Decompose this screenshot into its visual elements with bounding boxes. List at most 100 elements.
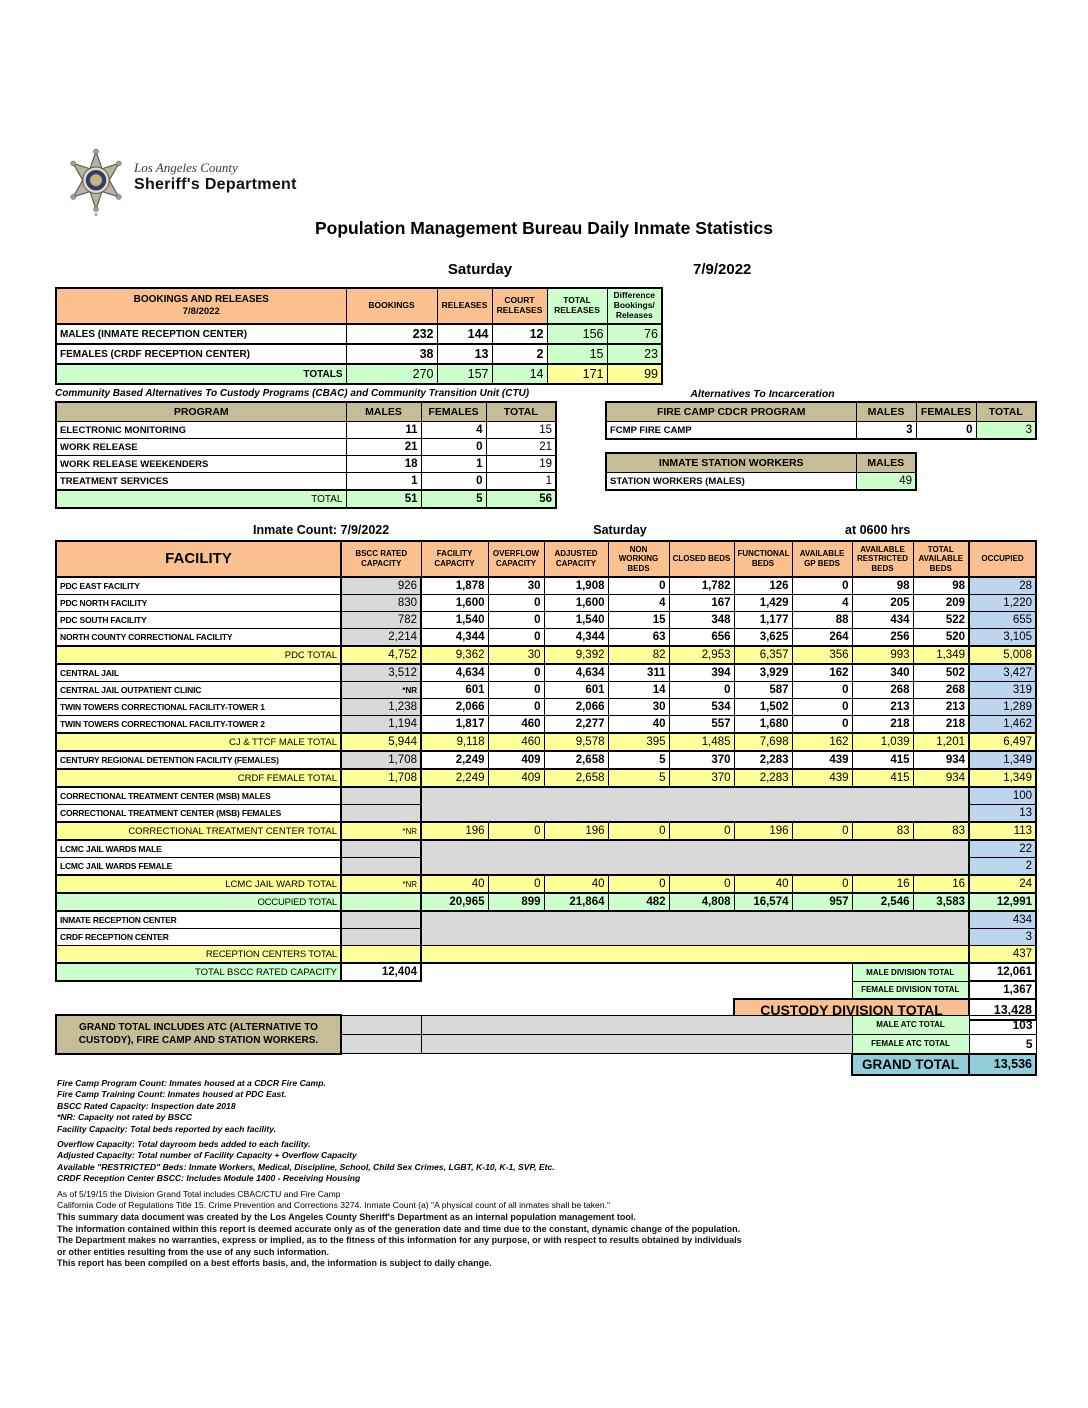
bed-count: 1,039 <box>851 732 914 752</box>
division-total-row-2: FEMALE DIVISION TOTAL 1,367 <box>56 980 1037 1000</box>
facility-col-functional-beds: FUNCTIONAL BEDS <box>733 540 793 578</box>
facility-row: CRDF RECEPTION CENTER 3 <box>55 928 1037 946</box>
occupied-count: 319 <box>968 681 1037 699</box>
cbac-title: Community Based Alternatives To Custody … <box>55 388 530 399</box>
bed-count: 40 <box>420 874 489 894</box>
bed-count: 83 <box>851 821 914 841</box>
bed-count: 409 <box>487 768 545 788</box>
bed-count: 0 <box>791 715 853 734</box>
occupied-count: 3,105 <box>968 628 1037 647</box>
facility-row: PDC TOTAL 4,752 9,362 30 9,392 82 2,953 6,357 35… <box>55 645 1037 665</box>
facility-col-available-restricted-beds: AVAILABLE RESTRICTED BEDS <box>851 540 914 578</box>
bed-count: 1,540 <box>543 611 609 629</box>
cbac-value: 19 <box>485 455 557 473</box>
footnote-line: BSCC Rated Capacity: Inspection date 201… <box>57 1100 236 1111</box>
merged-yellow-area <box>420 945 970 964</box>
bed-count: 934 <box>912 768 970 788</box>
bed-count: 88 <box>791 611 853 629</box>
bed-count: 348 <box>668 611 735 629</box>
bed-count: 98 <box>912 576 970 595</box>
facility-label: CENTURY REGIONAL DETENTION FACILITY (FEM… <box>55 750 342 770</box>
bscc-rated-capacity: 1,708 <box>340 750 422 770</box>
bed-count: 15 <box>607 611 670 629</box>
bed-count: 40 <box>733 874 793 894</box>
bed-count: 2,953 <box>668 645 735 665</box>
station-workers-header-row: INMATE STATION WORKERS MALES <box>605 452 917 473</box>
facility-row: TWIN TOWERS CORRECTIONAL FACILITY-TOWER … <box>55 698 1037 716</box>
bookings-totals-value: 171 <box>546 363 608 385</box>
bed-count: 1,429 <box>733 594 793 612</box>
bed-count: 1,600 <box>543 594 609 612</box>
bed-count: 9,118 <box>420 732 489 752</box>
col-females: FEMALES <box>420 401 487 422</box>
bed-count: 21,864 <box>543 892 609 912</box>
bscc-rated-capacity <box>340 892 422 912</box>
bookings-header-row: BOOKINGS AND RELEASES 7/8/2022 BOOKINGS … <box>55 287 663 325</box>
cbac-value: 0 <box>420 472 487 491</box>
bed-count: 993 <box>851 645 914 665</box>
bed-count: 434 <box>851 611 914 629</box>
bed-count: 534 <box>668 698 735 716</box>
disclaimer-line: This summary data document was created b… <box>57 1212 636 1222</box>
bookings-totals-label: TOTALS <box>55 363 347 385</box>
spacer <box>421 963 852 981</box>
facility-row: CENTURY REGIONAL DETENTION FACILITY (FEM… <box>55 750 1037 770</box>
bed-count: 557 <box>668 715 735 734</box>
facility-col-facility: FACILITY <box>55 540 342 578</box>
fire-camp-total: 3 <box>975 421 1037 440</box>
bed-count: 2,546 <box>851 892 914 912</box>
bed-count: 0 <box>607 874 670 894</box>
disclaimer-line: This report has been compiled on a best … <box>57 1258 492 1269</box>
grand-total-label: GRAND TOTAL <box>851 1052 970 1076</box>
facility-label: LCMC JAIL WARDS MALE <box>55 839 342 858</box>
occupied-count: 100 <box>968 786 1037 805</box>
bed-count: 0 <box>487 628 545 647</box>
bed-count: 601 <box>543 681 609 699</box>
bed-count: 2,283 <box>733 768 793 788</box>
bscc-rated-capacity: 4,752 <box>340 645 422 665</box>
facility-col-facility-capacity: FACILITY CAPACITY <box>420 540 489 578</box>
total-bscc-rated-capacity-value: 12,404 <box>340 962 422 982</box>
cbac-value: 11 <box>345 421 422 439</box>
male-division-total-label: MALE DIVISION TOTAL <box>851 962 970 982</box>
facility-label: CENTRAL JAIL OUTPATIENT CLINIC <box>55 681 342 699</box>
total-bscc-rated-capacity-label: TOTAL BSCC RATED CAPACITY <box>55 962 342 982</box>
facility-col-total-available-beds: TOTAL AVAILABLE BEDS <box>912 540 970 578</box>
bed-count: 0 <box>487 681 545 699</box>
bed-count: 0 <box>487 821 545 841</box>
bed-count: 899 <box>487 892 545 912</box>
female-division-total-value: 1,367 <box>968 980 1037 1000</box>
grand-total-note: GRAND TOTAL INCLUDES ATC (ALTERNATIVE TO… <box>55 1014 342 1055</box>
bed-count: 4,634 <box>420 663 489 682</box>
fire-camp-females: 0 <box>915 421 977 440</box>
bed-count: 196 <box>420 821 489 841</box>
facility-row: OCCUPIED TOTAL 20,965 899 21,864 482 4,808 16,… <box>55 892 1037 912</box>
spacer <box>56 981 852 999</box>
occupied-count: 1,349 <box>968 750 1037 770</box>
bscc-rated-capacity: 1,708 <box>340 768 422 788</box>
bed-count: 0 <box>791 874 853 894</box>
bed-count: 2,066 <box>543 698 609 716</box>
facility-col-adjusted-capacity: ADJUSTED CAPACITY <box>543 540 609 578</box>
bed-count: 415 <box>851 768 914 788</box>
occupied-count: 28 <box>968 576 1037 595</box>
cbac-data-row: WORK RELEASE WEEKENDERS 18 1 19 <box>55 455 557 473</box>
bed-count: 415 <box>851 750 914 770</box>
bookings-value: 15 <box>546 343 608 365</box>
merged-gray-area <box>420 910 970 946</box>
bscc-rated-capacity <box>340 839 422 858</box>
bed-count: 213 <box>851 698 914 716</box>
bed-count: 522 <box>912 611 970 629</box>
bookings-totals-row: TOTALS 270 157 14 171 99 <box>55 363 663 385</box>
bookings-releases-table: BOOKINGS AND RELEASES 7/8/2022 BOOKINGS … <box>55 287 663 385</box>
male-division-total-value: 12,061 <box>968 962 1037 982</box>
footnote-line: As of 5/19/15 the Division Grand Total i… <box>57 1188 341 1199</box>
col-releases: RELEASES <box>436 287 493 325</box>
bed-count: 5 <box>607 750 670 770</box>
bed-count: 0 <box>668 821 735 841</box>
cbac-totals-value: 56 <box>485 489 557 509</box>
facility-label: PDC SOUTH FACILITY <box>55 611 342 629</box>
col-bookings: BOOKINGS <box>345 287 438 325</box>
bed-count: 502 <box>912 663 970 682</box>
bscc-rated-capacity: 926 <box>340 576 422 595</box>
